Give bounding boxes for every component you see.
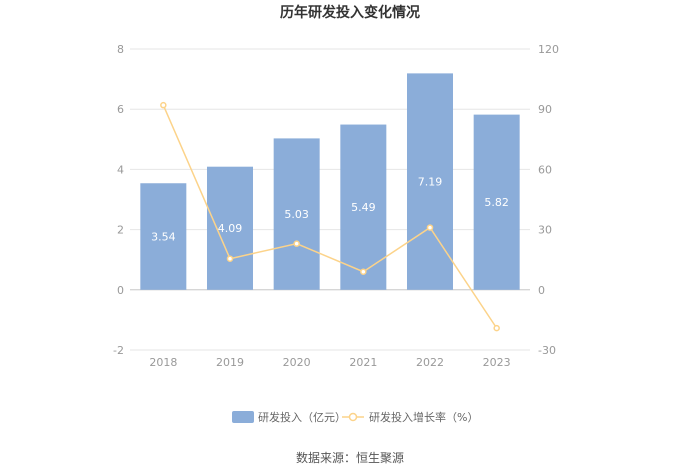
bar-value-label: 5.82	[484, 196, 509, 209]
data-source: 数据来源：恒生聚源	[296, 450, 404, 465]
x-tick-label: 2023	[483, 356, 511, 369]
growth-rate-point	[293, 240, 300, 247]
left-tick-label: 6	[117, 103, 124, 116]
bar	[207, 166, 253, 290]
grid-lines	[130, 48, 530, 351]
growth-rate-line	[162, 104, 498, 329]
bar-value-label: 3.54	[151, 231, 176, 244]
x-tick-label: 2022	[416, 356, 444, 369]
bar-value-label: 7.19	[418, 176, 443, 189]
left-tick-label: 4	[117, 163, 124, 176]
bar-value-label: 4.09	[218, 222, 243, 235]
growth-rate-point	[493, 324, 500, 332]
bar	[273, 138, 320, 290]
legend-bar-label: 研发投入（亿元）	[258, 410, 346, 424]
bar	[473, 114, 520, 290]
right-tick-label: 90	[538, 103, 552, 116]
legend-line-marker	[348, 412, 358, 422]
growth-rate-point	[426, 224, 434, 231]
chart-title: 历年研发投入变化情况	[280, 4, 420, 21]
growth-rate-point	[360, 268, 367, 275]
right-tick-label: 30	[538, 224, 552, 237]
left-tick-label: 8	[117, 43, 124, 56]
right-tick-label: -30	[538, 344, 556, 357]
line-series	[160, 101, 500, 332]
right-axis-ticks: -30 0 30 60 90 120	[538, 43, 559, 357]
x-tick-label: 2020	[283, 356, 311, 369]
growth-rate-point	[160, 101, 167, 109]
right-tick-label: 120	[538, 43, 559, 56]
right-tick-label: 60	[538, 163, 552, 176]
left-tick-label: -2	[113, 344, 124, 357]
right-tick-label: 0	[538, 284, 545, 297]
legend-bar-swatch	[232, 411, 254, 423]
growth-rate-point	[226, 255, 234, 262]
x-tick-label: 2019	[216, 356, 244, 369]
legend: 研发投入（亿元） 研发投入增长率（%）	[232, 410, 478, 424]
bar-data-labels: 3.54 4.09 5.03 5.49 7.19 5.82	[151, 176, 509, 244]
left-tick-label: 0	[117, 284, 124, 297]
bar-series	[140, 73, 520, 290]
x-tick-label: 2021	[349, 356, 377, 369]
bar-value-label: 5.49	[351, 201, 376, 214]
bar	[407, 73, 453, 290]
x-axis-ticks: 2018 2019 2020 2021 2022 2023	[149, 356, 510, 369]
left-tick-label: 2	[117, 224, 124, 237]
left-axis-ticks: -2 0 2 4 6 8	[113, 43, 124, 357]
bar	[140, 183, 187, 290]
x-tick-label: 2018	[149, 356, 177, 369]
bar-value-label: 5.03	[284, 208, 309, 221]
legend-line-label: 研发投入增长率（%）	[369, 410, 478, 424]
